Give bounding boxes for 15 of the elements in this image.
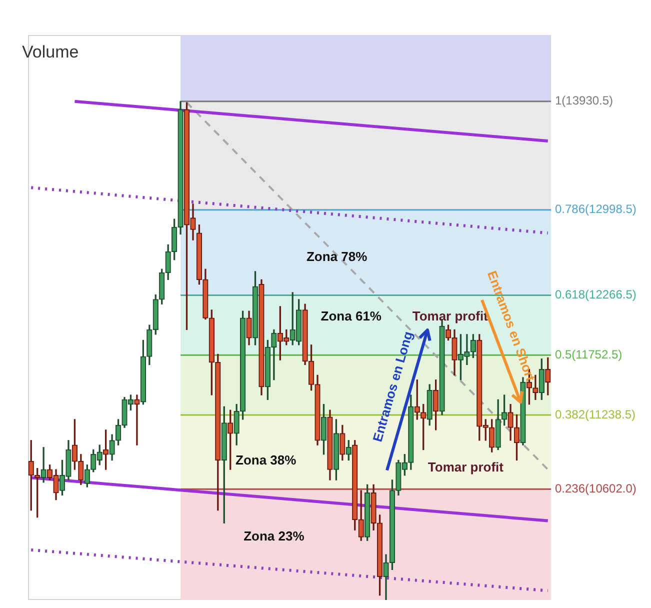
annotation: Volume — [22, 42, 79, 62]
candlestick — [40, 447, 46, 483]
annotation: Zona 78% — [306, 249, 368, 264]
ref-line-label: 0.382(11238.5) — [555, 407, 636, 422]
ref-line-label: 1(13930.5) — [555, 94, 614, 108]
annotation: Zona 23% — [244, 528, 305, 544]
annotation: Tomar profit — [428, 460, 504, 475]
annotation: Zona 61% — [320, 308, 382, 324]
ref-line-label: 0.236(10602.0) — [555, 481, 636, 496]
ref-line-label: 0.5(11752.5) — [555, 347, 622, 362]
candlestick — [532, 374, 538, 400]
ref-line-label: 0.618(12266.5) — [555, 288, 636, 302]
ref-line-label: 0.786(12998.5) — [555, 202, 636, 216]
candlestick — [134, 394, 140, 446]
annotation: Zona 38% — [235, 452, 297, 468]
